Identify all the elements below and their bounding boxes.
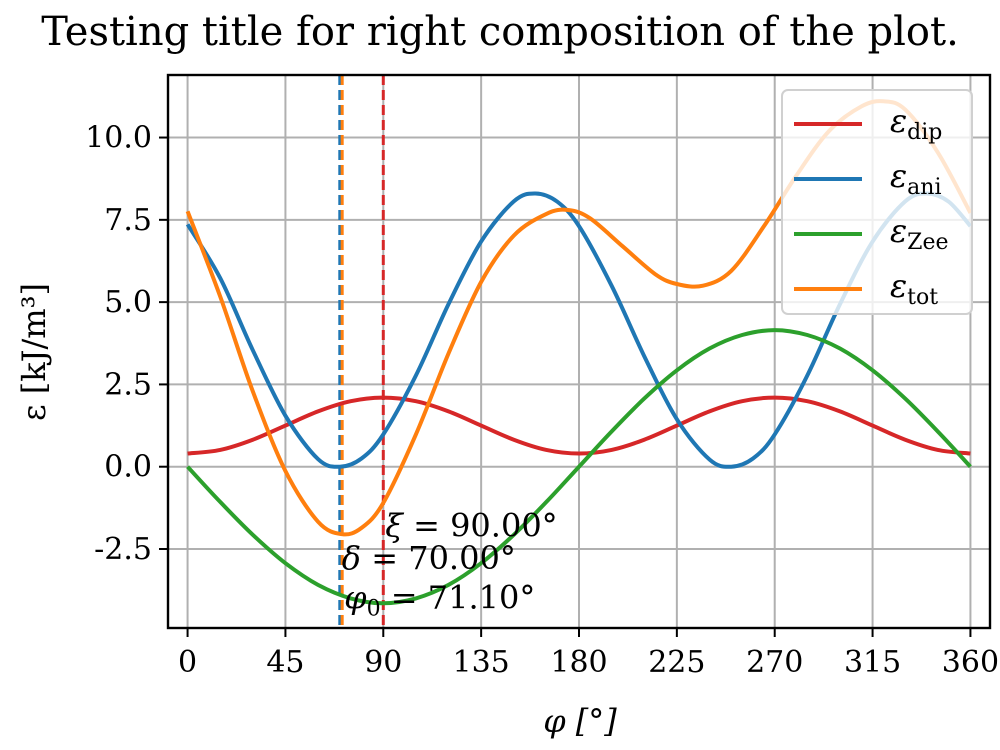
x-axis-label: φ [°] <box>543 702 617 740</box>
y-axis-label: ε [kJ/m³] <box>15 283 53 421</box>
x-tick-label: 135 <box>453 645 510 680</box>
legend-label-dip: εdip <box>890 102 942 145</box>
legend-label-tot: εtot <box>890 267 938 310</box>
x-ticks: 0 45 90 135 180 225 270 315 360 <box>178 628 999 680</box>
legend-label-ani: εani <box>890 157 942 200</box>
annotations: ξ = 90.00°δ = 70.00°φ0 = 71.10° <box>342 506 558 621</box>
y-tick-label: 7.5 <box>104 203 152 238</box>
x-tick-label: 360 <box>942 645 999 680</box>
annotation-0: ξ = 90.00° <box>385 506 557 544</box>
x-tick-label: 90 <box>364 645 402 680</box>
legend: εdip εani εZee εtot <box>781 89 973 315</box>
x-tick-label: 315 <box>844 645 901 680</box>
series-line-Zee <box>186 328 972 606</box>
x-tick-label: 180 <box>550 645 607 680</box>
y-tick-label: 0.0 <box>104 450 152 485</box>
y-tick-label: 10.0 <box>85 121 152 156</box>
x-tick-label: 45 <box>266 645 304 680</box>
y-ticks: -2.5 0.0 2.5 5.0 7.5 10.0 <box>85 121 168 567</box>
chart-title: Testing title for right composition of t… <box>41 9 959 55</box>
y-tick-label: 2.5 <box>104 367 152 402</box>
vertical-lines <box>338 75 385 628</box>
annotation-1: δ = 70.00° <box>342 539 516 577</box>
legend-box <box>781 89 973 315</box>
annotation-2: φ0 = 71.10° <box>344 579 535 622</box>
series-line-dip <box>187 395 971 456</box>
legend-label-Zee: εZee <box>890 212 949 255</box>
x-tick-label: 270 <box>746 645 803 680</box>
x-tick-label: 0 <box>178 645 197 680</box>
x-tick-label: 225 <box>648 645 705 680</box>
y-tick-label: 5.0 <box>104 285 152 320</box>
y-tick-label: -2.5 <box>94 532 152 567</box>
